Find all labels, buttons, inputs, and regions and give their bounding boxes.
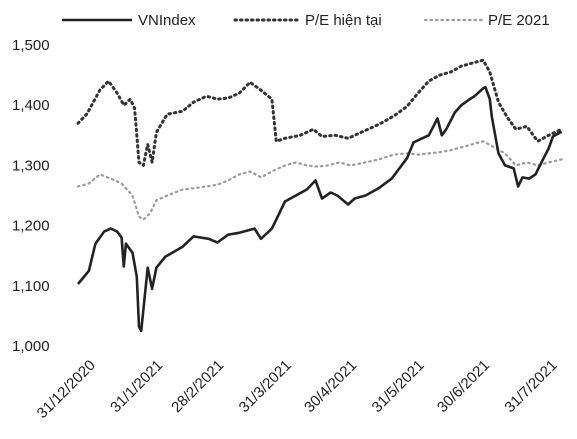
series-line-0 [76,85,563,333]
x-tick-label: 31/1/2021 [107,357,166,416]
x-tick-label: 31/12/2020 [34,357,99,422]
x-tick-label: 30/6/2021 [434,357,493,416]
x-tick-label: 30/4/2021 [301,357,360,416]
y-tick-label: 1,200 [12,218,50,235]
legend: VNIndex P/E hiện tại P/E 2021 [62,12,550,29]
x-tick-label: 31/5/2021 [369,357,428,416]
y-tick-label: 1,300 [12,157,50,174]
x-tick-label: 28/2/2021 [168,357,227,416]
legend-label-0: VNIndex [138,12,196,29]
y-tick-label: 1,000 [12,338,50,355]
series-line-1 [76,58,564,167]
y-tick-label: 1,400 [12,97,50,114]
x-axis: 31/12/2020 31/1/2021 28/2/2021 31/3/2021 30/… [34,357,561,422]
y-axis: 1,000 1,100 1,200 1,300 1,400 1,500 [12,37,50,355]
y-tick-label: 1,500 [12,37,50,54]
y-tick-label: 1,100 [12,278,50,295]
series-line-2 [76,140,563,221]
plot-area [76,58,564,333]
legend-label-1: P/E hiện tại [305,12,382,29]
legend-label-2: P/E 2021 [488,12,550,29]
x-tick-label: 31/7/2021 [501,357,560,416]
x-tick-label: 31/3/2021 [236,357,295,416]
